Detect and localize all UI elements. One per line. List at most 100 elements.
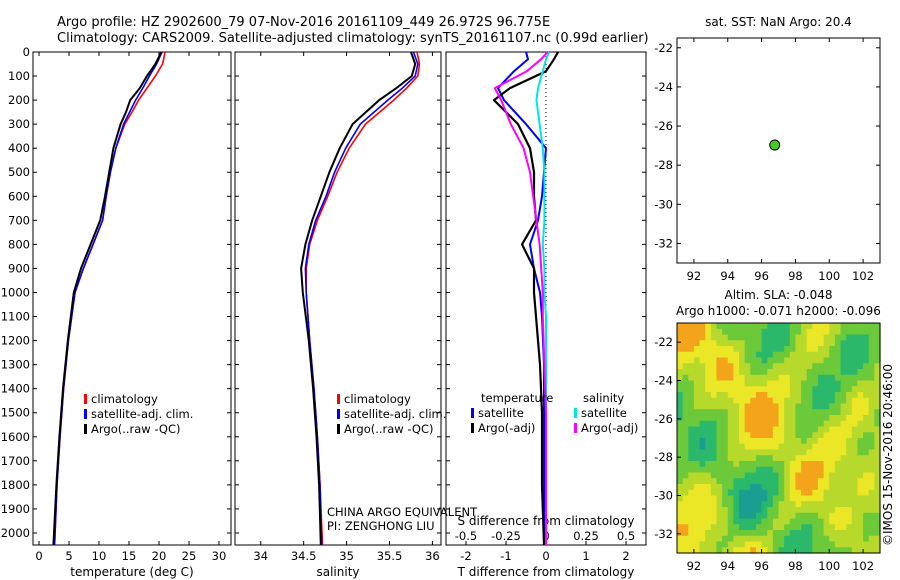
sla-heatmap-cell <box>812 420 819 428</box>
salinity-tick-label: 36 <box>425 549 440 563</box>
sla-heatmap-cell <box>722 495 729 502</box>
sla-heatmap-cell <box>750 397 757 405</box>
sla-heatmap-cell <box>750 369 757 376</box>
sla-heatmap-cell <box>750 328 757 336</box>
sla-heatmap-cell <box>739 386 746 393</box>
sla-heatmap-cell <box>767 472 774 479</box>
sla-heatmap-cell <box>863 455 870 462</box>
sla-heatmap-cell <box>739 340 746 347</box>
sla-heatmap-cell <box>750 323 757 330</box>
sla-heatmap-cell <box>739 547 746 554</box>
sla-heatmap-cell <box>677 484 684 491</box>
sla-heatmap-cell <box>823 397 830 405</box>
sla-heatmap-cell <box>682 380 689 387</box>
sla-heatmap-cell <box>750 403 757 410</box>
sla-heatmap-cell <box>801 484 808 491</box>
sla-heatmap-cell <box>699 507 706 514</box>
sla-heatmap-cell <box>817 512 825 520</box>
sla-heatmap-cell <box>863 409 870 416</box>
sla-heatmap-cell <box>851 443 859 451</box>
salinity-legend-swatch <box>337 409 340 419</box>
sla-heatmap-cell <box>744 351 751 359</box>
sla-heatmap-cell <box>767 541 774 548</box>
sla-heatmap-cell <box>868 420 875 428</box>
salinity-difference-legend-label: Argo(-adj) <box>581 421 638 435</box>
sla-heatmap-cell <box>874 415 881 422</box>
sla-heatmap-cell <box>874 449 881 456</box>
sla-heatmap-cell <box>778 328 785 336</box>
sla-heatmap-cell <box>755 334 763 341</box>
sla-heatmap-cell <box>857 449 864 456</box>
sla-heatmap-cell <box>699 518 706 525</box>
sst-map-longitude-label: 98 <box>788 269 803 283</box>
sla-heatmap-cell <box>716 489 723 497</box>
sla-heatmap-cell <box>823 409 830 416</box>
sla-heatmap-cell <box>834 547 842 554</box>
sla-heatmap-cell <box>823 501 830 508</box>
sla-heatmap-cell <box>716 461 723 468</box>
sla-heatmap-cell <box>739 397 746 405</box>
sla-heatmap-cell <box>716 484 723 491</box>
sla-heatmap-cell <box>834 438 842 445</box>
sla-heatmap-cell <box>750 478 757 485</box>
sla-heatmap-cell <box>693 323 701 330</box>
sla-heatmap-cell <box>789 328 797 336</box>
sla-heatmap-cell <box>682 478 689 485</box>
sla-heatmap-cell <box>874 346 881 353</box>
sla-heatmap-cell <box>863 438 870 445</box>
sla-heatmap-cell <box>727 415 734 422</box>
sla-heatmap-cell <box>693 461 701 468</box>
sla-heatmap-cell <box>834 409 842 416</box>
sla-heatmap-cell <box>840 472 847 479</box>
sla-heatmap-cell <box>750 524 757 531</box>
sla-heatmap-cell <box>722 392 729 399</box>
sla-heatmap-cell <box>772 369 780 376</box>
sla-heatmap-cell <box>846 524 853 531</box>
sla-heatmap-cell <box>806 461 813 468</box>
sla-heatmap-cell <box>863 541 870 548</box>
sla-heatmap-cell <box>744 524 751 531</box>
sla-heatmap-cell <box>778 518 785 525</box>
sla-heatmap-cell <box>750 495 757 502</box>
sla-heatmap-cell <box>817 392 825 399</box>
sla-heatmap-cell <box>829 420 836 428</box>
sla-heatmap-cell <box>710 374 718 382</box>
sla-heatmap-cell <box>784 369 791 376</box>
salinity-tick-label: 35.5 <box>377 549 403 563</box>
sla-heatmap-cell <box>677 466 684 474</box>
salinity-tick-label: 34.5 <box>291 549 317 563</box>
sla-heatmap-cell <box>823 461 830 468</box>
sla-heatmap-cell <box>857 461 864 468</box>
sla-heatmap-cell <box>744 484 751 491</box>
sla-heatmap-cell <box>840 466 847 474</box>
sla-heatmap-cell <box>722 535 729 543</box>
sla-heatmap-cell <box>733 518 740 525</box>
sla-heatmap-cell <box>834 340 842 347</box>
sla-heatmap-cell <box>767 346 774 353</box>
sla-heatmap-cell <box>778 547 785 554</box>
sla-heatmap-cell <box>761 455 768 462</box>
sla-heatmap-cell <box>851 369 859 376</box>
sla-heatmap-cell <box>874 484 881 491</box>
sla-heatmap-cell <box>817 489 825 497</box>
sla-heatmap-cell <box>801 518 808 525</box>
sla-heatmap-cell <box>784 403 791 410</box>
sla-heatmap-cell <box>744 495 751 502</box>
sla-heatmap-cell <box>778 323 785 330</box>
sla-heatmap-cell <box>801 466 808 474</box>
sla-heatmap-cell <box>812 484 819 491</box>
sla-heatmap-cell <box>846 478 853 485</box>
sla-heatmap-cell <box>868 415 875 422</box>
sla-heatmap-cell <box>834 415 842 422</box>
sla-heatmap-cell <box>868 409 875 416</box>
sla-heatmap-cell <box>750 426 757 433</box>
sla-heatmap-cell <box>750 541 757 548</box>
sla-heatmap-cell <box>789 334 797 341</box>
temperature-difference-legend-title: temperature <box>481 391 553 405</box>
sla-heatmap-cell <box>778 507 785 514</box>
sla-heatmap-cell <box>806 512 813 520</box>
sla-heatmap-cell <box>727 426 734 433</box>
depth-tick-label: 0 <box>23 45 30 59</box>
sla-heatmap-cell <box>806 415 813 422</box>
sla-heatmap-cell <box>795 535 802 543</box>
